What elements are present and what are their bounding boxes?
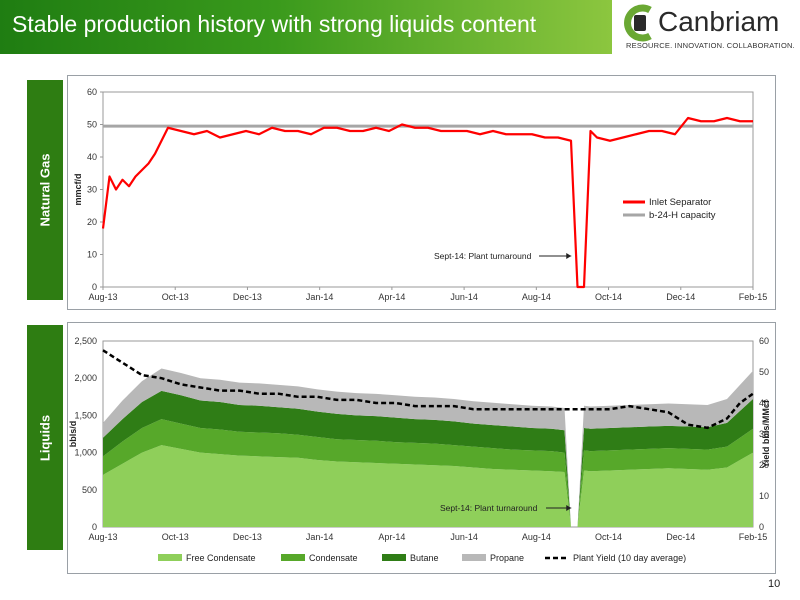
y-tick-label: 30 <box>87 185 97 195</box>
liquids-side-label: Liquids <box>27 325 63 550</box>
condensate-area <box>103 419 753 527</box>
x-tick-label: Feb-15 <box>739 292 768 302</box>
y2-tick-label: 20 <box>759 460 769 470</box>
free-condensate-area <box>103 445 753 527</box>
x-tick-label: Jun-14 <box>450 532 478 542</box>
x-tick-label: Jan-14 <box>306 292 334 302</box>
x-tick-label: Oct-14 <box>595 292 622 302</box>
x-tick-label: Jan-14 <box>306 532 334 542</box>
y2-tick-label: 30 <box>759 429 769 439</box>
logo-brand-text: Canbriam <box>658 6 780 37</box>
y2-tick-label: 40 <box>759 398 769 408</box>
x-tick-label: Dec-14 <box>666 292 695 302</box>
liquids-label: Liquids <box>37 414 53 461</box>
legend-label-0: Free Condensate <box>186 553 256 563</box>
y2-tick-label: 0 <box>759 522 764 532</box>
y-tick-label: 0 <box>92 522 97 532</box>
y-tick-label: 0 <box>92 282 97 292</box>
x-tick-label: Aug-13 <box>88 532 117 542</box>
y-tick-label: 2,500 <box>74 336 97 346</box>
butane-area <box>103 390 753 527</box>
y2-tick-label: 10 <box>759 491 769 501</box>
title-bar: Stable production history with strong li… <box>0 0 612 54</box>
legend-swatch-0 <box>158 554 182 561</box>
legend-label-capacity: b-24-H capacity <box>649 210 716 221</box>
liquids-chart: 0 500 1,000 1,500 2,000 2,500 0 10 20 30 40 50 60 Aug… <box>68 336 771 563</box>
x-tick-label: Aug-14 <box>522 532 551 542</box>
legend-label-4: Plant Yield (10 day average) <box>573 553 686 563</box>
x-tick-label: Dec-13 <box>233 532 262 542</box>
canbriam-c-icon <box>624 4 652 42</box>
y-tick-label: 500 <box>82 485 97 495</box>
y-tick-label: 2,000 <box>74 373 97 383</box>
y2-tick-label: 60 <box>759 336 769 346</box>
legend-label-3: Propane <box>490 553 524 563</box>
x-tick-label: Dec-14 <box>666 532 695 542</box>
x-tick-label: Feb-15 <box>739 532 768 542</box>
legend-swatch-3 <box>462 554 486 561</box>
turnaround-annotation: Sept-14: Plant turnaround <box>434 251 532 261</box>
company-logo: Canbriam RESOURCE. INNOVATION. COLLABORA… <box>620 0 800 58</box>
x-tick-label: Oct-13 <box>162 532 189 542</box>
x-tick-label: Oct-13 <box>162 292 189 302</box>
page-number: 10 <box>768 578 781 590</box>
y-tick-label: 1,500 <box>74 410 97 420</box>
plot-frame <box>102 91 754 288</box>
x-tick-label: Jun-14 <box>450 292 478 302</box>
logo-tagline: RESOURCE. INNOVATION. COLLABORATION. <box>626 41 795 50</box>
x-tick-label: Dec-13 <box>233 292 262 302</box>
y-tick-label: 1,000 <box>74 448 97 458</box>
annotation-arrowhead <box>566 505 572 511</box>
y-axis-label: mmcf/d <box>73 173 83 205</box>
plant-yield-line <box>102 349 754 430</box>
y-tick-label: 10 <box>87 250 97 260</box>
x-tick-label: Aug-14 <box>522 292 551 302</box>
slide-title: Stable production history with strong li… <box>12 11 537 37</box>
x-tick-label: Oct-14 <box>595 532 622 542</box>
legend-swatch-2 <box>382 554 406 561</box>
y2-tick-label: 50 <box>759 367 769 377</box>
x-tick-label: Apr-14 <box>378 532 405 542</box>
y-tick-label: 20 <box>87 217 97 227</box>
legend-label-2: Butane <box>410 553 439 563</box>
legend-swatch-1 <box>281 554 305 561</box>
natural-gas-label: Natural Gas <box>37 153 53 227</box>
natural-gas-chart: 0 10 20 30 40 50 60 Aug-13 Oct-13 Dec-13 Jan-14 Apr… <box>73 87 768 302</box>
y-tick-label: 40 <box>87 152 97 162</box>
y-axis-label: bbls/d <box>68 421 78 448</box>
x-tick-label: Apr-14 <box>378 292 405 302</box>
y-tick-label: 50 <box>87 120 97 130</box>
y2-axis-label: Yield bbls/MMcf <box>761 399 771 468</box>
gas-chart-panel: 0 10 20 30 40 50 60 Aug-13 Oct-13 Dec-13 Jan-14 Apr… <box>67 75 776 310</box>
natural-gas-side-label: Natural Gas <box>27 80 63 300</box>
annotation-arrowhead <box>566 253 572 259</box>
turnaround-annotation: Sept-14: Plant turnaround <box>440 503 538 513</box>
legend-label-1: Condensate <box>309 553 358 563</box>
x-tick-label: Aug-13 <box>88 292 117 302</box>
inlet-separator-line <box>101 116 753 289</box>
y-tick-label: 60 <box>87 87 97 97</box>
liquids-chart-panel: 0 500 1,000 1,500 2,000 2,500 0 10 20 30 40 50 60 Aug… <box>67 322 776 574</box>
legend-label-inlet: Inlet Separator <box>649 197 711 208</box>
